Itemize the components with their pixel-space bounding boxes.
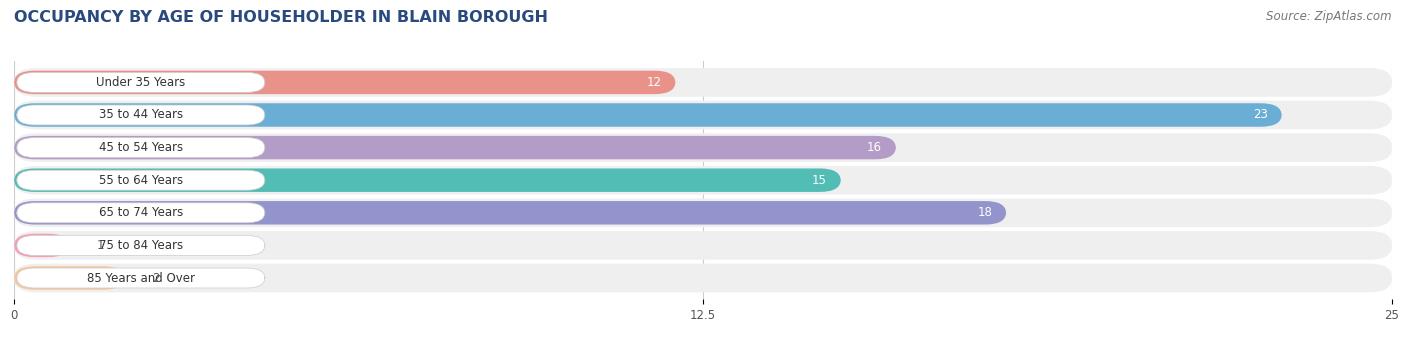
FancyBboxPatch shape [14,166,1392,194]
Text: 12: 12 [647,76,662,89]
FancyBboxPatch shape [17,268,264,288]
FancyBboxPatch shape [14,266,124,290]
Text: Source: ZipAtlas.com: Source: ZipAtlas.com [1267,10,1392,23]
FancyBboxPatch shape [14,234,69,257]
Text: 2: 2 [152,272,159,285]
FancyBboxPatch shape [14,136,896,159]
FancyBboxPatch shape [14,68,1392,97]
Text: 18: 18 [977,206,993,219]
FancyBboxPatch shape [14,199,1392,227]
FancyBboxPatch shape [14,101,1392,129]
Text: 75 to 84 Years: 75 to 84 Years [98,239,183,252]
FancyBboxPatch shape [17,203,264,223]
FancyBboxPatch shape [14,231,1392,260]
FancyBboxPatch shape [14,71,675,94]
FancyBboxPatch shape [17,72,264,92]
Text: 15: 15 [813,174,827,187]
FancyBboxPatch shape [14,168,841,192]
Text: 65 to 74 Years: 65 to 74 Years [98,206,183,219]
FancyBboxPatch shape [17,235,264,255]
FancyBboxPatch shape [17,105,264,125]
Text: 45 to 54 Years: 45 to 54 Years [98,141,183,154]
FancyBboxPatch shape [17,138,264,157]
Text: 16: 16 [868,141,882,154]
FancyBboxPatch shape [17,170,264,190]
FancyBboxPatch shape [14,201,1007,224]
FancyBboxPatch shape [14,133,1392,162]
FancyBboxPatch shape [14,103,1282,127]
Text: OCCUPANCY BY AGE OF HOUSEHOLDER IN BLAIN BOROUGH: OCCUPANCY BY AGE OF HOUSEHOLDER IN BLAIN… [14,10,548,25]
FancyBboxPatch shape [14,264,1392,292]
Text: 85 Years and Over: 85 Years and Over [87,272,195,285]
Text: 1: 1 [97,239,104,252]
Text: 55 to 64 Years: 55 to 64 Years [98,174,183,187]
Text: 23: 23 [1253,108,1268,121]
Text: Under 35 Years: Under 35 Years [96,76,186,89]
Text: 35 to 44 Years: 35 to 44 Years [98,108,183,121]
